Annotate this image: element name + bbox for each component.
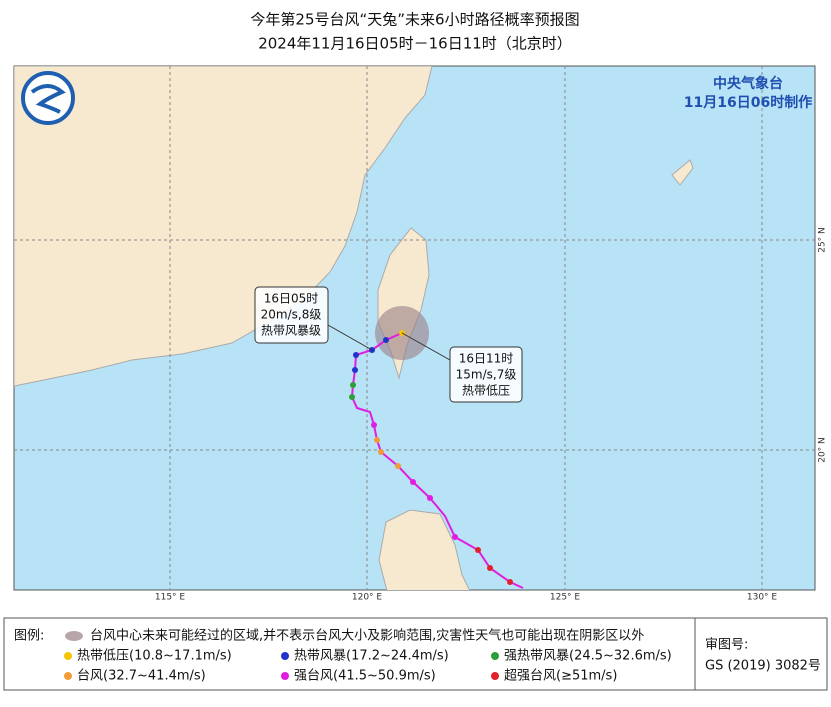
legend-marker <box>64 672 72 680</box>
legend-label: 超强台风(≥51m/s) <box>504 669 617 684</box>
callout-time: 16日05时 <box>264 292 319 306</box>
map: 115° E 120° E 125° E 130° E 25° N 20° N … <box>13 65 828 603</box>
callout-time: 16日11时 <box>459 352 514 366</box>
callout-level: 热带低压 <box>462 384 510 398</box>
callout-box <box>254 286 329 344</box>
agency-name: 中央气象台 <box>713 75 783 92</box>
lon-label: 120° E <box>352 593 383 603</box>
legend-marker <box>281 672 289 680</box>
legend-marker <box>64 652 72 660</box>
lon-label: 125° E <box>550 593 581 603</box>
legend-label: 强台风(41.5~50.9m/s) <box>294 669 436 684</box>
legend-label: 强热带风暴(24.5~32.6m/s) <box>504 649 672 664</box>
lat-label: 20° N <box>818 437 828 463</box>
callout-wind: 15m/s,7级 <box>456 368 517 382</box>
legend-title: 图例: <box>14 629 44 644</box>
cone-note: 台风中心未来可能经过的区域,并不表示台风大小及影响范围,灾害性天气也可能出现在阴… <box>90 628 644 644</box>
legend-marker <box>281 652 289 660</box>
callout-box <box>449 346 523 403</box>
track-points <box>349 330 513 585</box>
callout-level: 热带风暴级 <box>261 324 321 338</box>
legend-marker <box>491 672 499 680</box>
approval-code: GS (2019) 3082号 <box>705 659 821 674</box>
lon-label: 115° E <box>155 593 186 603</box>
luzon <box>378 509 471 590</box>
island <box>671 159 694 186</box>
subtitle: 2024年11月16日05时－16日11时（北京时） <box>258 35 572 53</box>
mainland <box>14 66 433 387</box>
logo <box>21 71 75 125</box>
approval-label: 审图号: <box>705 638 748 653</box>
legend: 图例: 台风中心未来可能经过的区域,并不表示台风大小及影响范围,灾害性天气也可能… <box>3 617 828 691</box>
title: 今年第25号台风“天兔”未来6小时路径概率预报图 <box>250 11 579 29</box>
legend-marker <box>491 652 499 660</box>
legend-label: 热带低压(10.8~17.1m/s) <box>77 649 232 664</box>
leader-line <box>327 324 373 351</box>
legend-frame <box>3 617 828 691</box>
lat-label: 25° N <box>818 227 828 253</box>
legend-label: 台风(32.7~41.4m/s) <box>77 669 206 684</box>
leader-line <box>401 332 451 361</box>
legend-label: 热带风暴(17.2~24.4m/s) <box>294 649 449 664</box>
agency-issued: 11月16日06时制作 <box>684 94 812 111</box>
graticule <box>14 66 815 590</box>
lon-label: 130° E <box>747 593 778 603</box>
callout-wind: 20m/s,8级 <box>261 308 322 322</box>
